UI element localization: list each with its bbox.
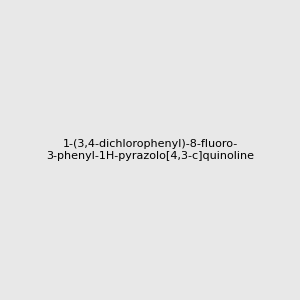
Text: 1-(3,4-dichlorophenyl)-8-fluoro-
3-phenyl-1H-pyrazolo[4,3-c]quinoline: 1-(3,4-dichlorophenyl)-8-fluoro- 3-pheny… [46,139,254,161]
